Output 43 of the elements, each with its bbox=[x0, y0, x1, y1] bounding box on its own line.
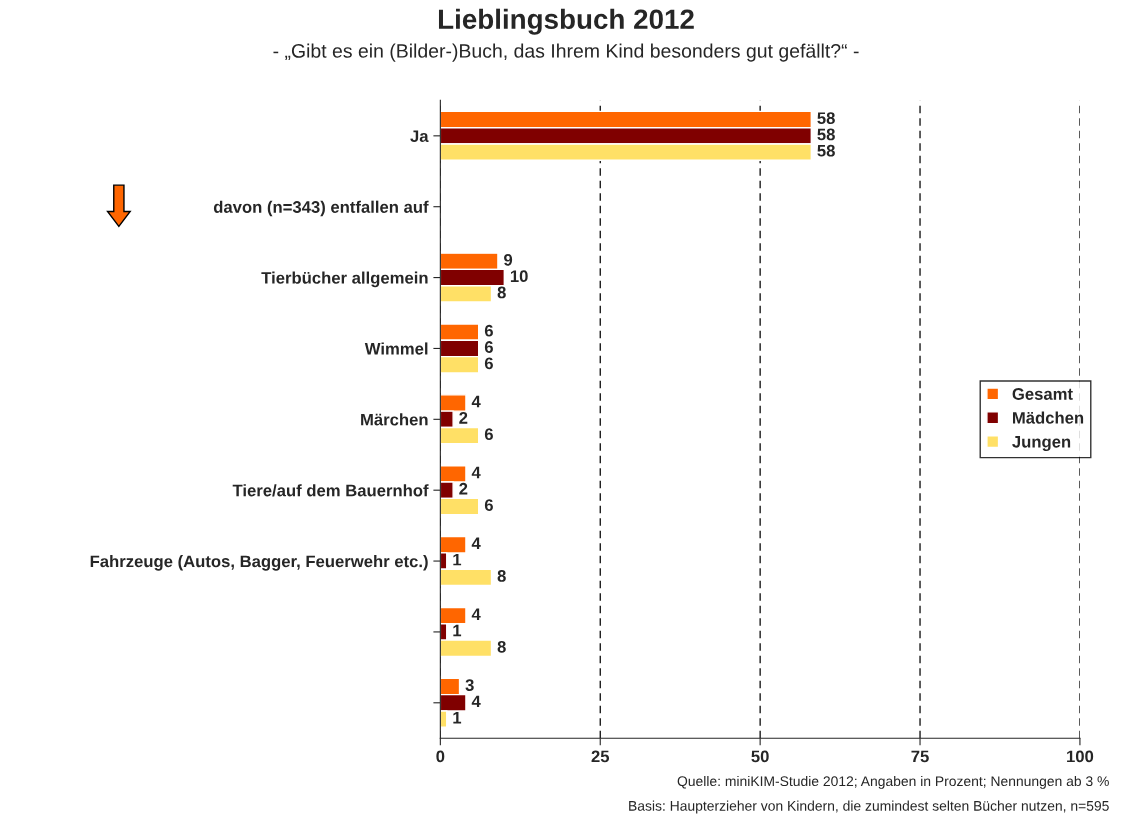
x-tick-label: 100 bbox=[1067, 750, 1094, 763]
data-label: 2 bbox=[459, 411, 468, 424]
x-tick-label: 75 bbox=[911, 750, 929, 763]
y-tick-label: Märchen bbox=[361, 413, 428, 426]
legend-label: Jungen bbox=[1012, 436, 1071, 451]
legend-label: Gesamt bbox=[1012, 388, 1073, 400]
data-label: 8 bbox=[497, 286, 506, 299]
text: Basis: Haupterzieher von Kindern, die zumindest selten Bücher nutzen, n=595 bbox=[629, 800, 1109, 814]
data-label: 6 bbox=[484, 499, 493, 511]
data-label: 4 bbox=[471, 695, 481, 708]
data-label: 10 bbox=[510, 270, 528, 283]
data-label: 58 bbox=[817, 128, 835, 141]
data-label: 4 bbox=[471, 466, 481, 479]
source-note: Quelle: miniKIM-Studie 2012; Angaben in Prozent; Nennungen ab 3 % bbox=[677, 775, 1109, 789]
data-label: 9 bbox=[504, 253, 513, 266]
x-tick-label: 25 bbox=[591, 750, 610, 763]
y-tick-label: Tiere/auf dem Bauernhof bbox=[232, 484, 429, 497]
data-label: 6 bbox=[484, 428, 493, 441]
data-label: 58 bbox=[817, 112, 835, 125]
y-tick-label: Wimmel bbox=[364, 342, 428, 355]
data-label: 1 bbox=[453, 711, 462, 724]
data-label: 4 bbox=[471, 537, 481, 550]
y-tick-label: Tierbücher allgemein bbox=[261, 271, 428, 288]
data-label: 8 bbox=[497, 640, 506, 653]
data-label: 1 bbox=[453, 624, 462, 637]
data-label: 6 bbox=[484, 341, 493, 353]
data-label: 58 bbox=[817, 144, 835, 157]
y-tick-label: davon (n=343) entfallen auf bbox=[213, 200, 429, 217]
data-label: 6 bbox=[484, 324, 493, 337]
y-tick-label: Ja bbox=[410, 130, 429, 143]
x-tick-label: 0 bbox=[436, 750, 445, 763]
data-label: 4 bbox=[471, 608, 481, 620]
chart-subtitle: - „Gibt es ein (Bilder-)Buch, das Ihrem Kind besonders gut gefällt?“ - bbox=[273, 43, 859, 62]
data-label: 2 bbox=[459, 482, 468, 495]
legend-label: Mädchen bbox=[1013, 411, 1084, 424]
data-label: 4 bbox=[471, 395, 481, 408]
x-tick-label: 50 bbox=[751, 750, 769, 763]
y-tick-label: Fahrzeuge (Autos, Bagger, Feuerwehr etc.) bbox=[90, 555, 428, 571]
data-label: 1 bbox=[453, 553, 462, 566]
data-label: 3 bbox=[465, 679, 474, 691]
chart-title: Lieblingsbuch 2012 bbox=[438, 8, 694, 35]
data-label: 6 bbox=[484, 357, 493, 370]
data-label: 8 bbox=[497, 570, 506, 582]
